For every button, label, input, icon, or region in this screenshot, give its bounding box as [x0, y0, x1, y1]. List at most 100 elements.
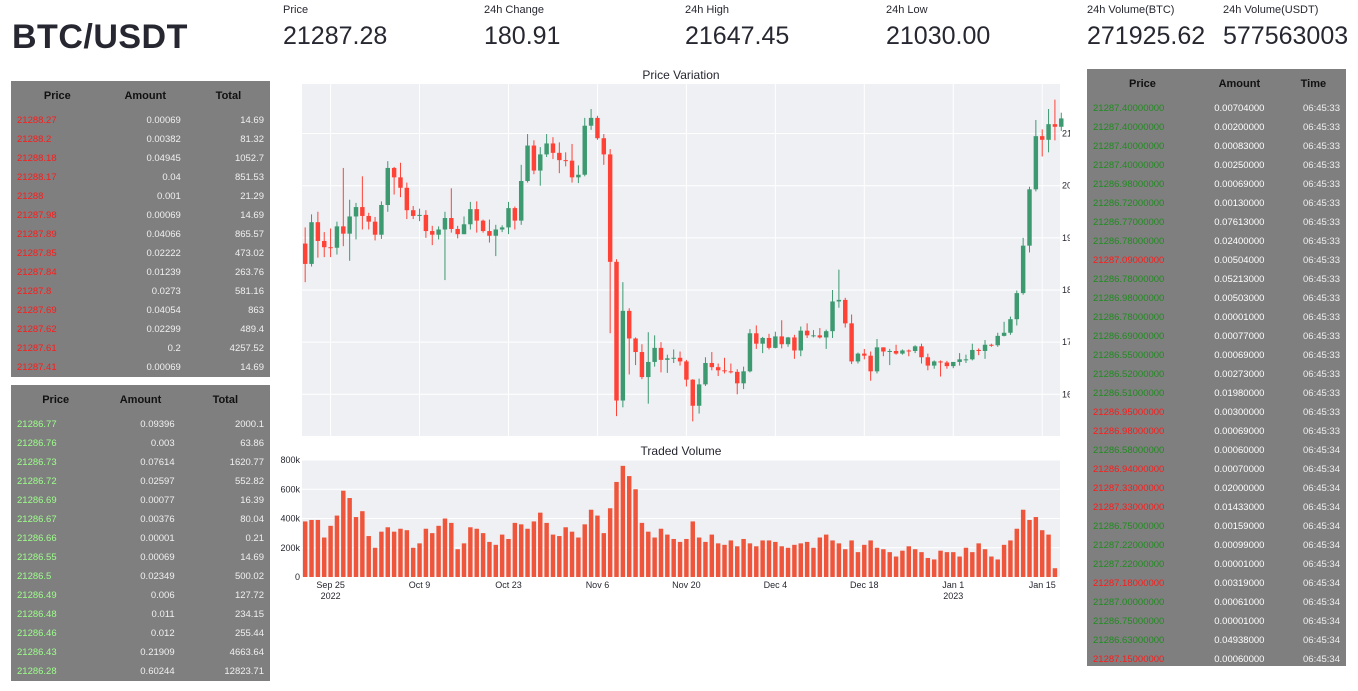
- bids-row: 21286.73 0.07614 1620.77: [11, 453, 270, 472]
- bids-total-cell: 0.21: [245, 533, 265, 544]
- asks-row: 21287.41 0.00069 14.69: [11, 358, 270, 377]
- trade-row: 21287.40000000 0.00083000 06:45:33: [1087, 137, 1346, 156]
- volume-bar: [798, 543, 803, 577]
- price-volume-chart[interactable]: 16k 17k 18k 19k 20k 21k Price Variation 0 200k 40…: [280, 66, 1070, 606]
- trade-row: 21286.58000000 0.00060000 06:45:34: [1087, 441, 1346, 460]
- volume-bar: [836, 543, 842, 577]
- bids-amount-cell: 0.012: [150, 628, 175, 639]
- bids-amount-cell: 0.09396: [140, 419, 175, 430]
- candle-body: [334, 226, 340, 248]
- volume-bar: [900, 550, 905, 577]
- asks-price-cell: 21288.18: [17, 153, 57, 164]
- volume-bar: [747, 543, 753, 577]
- candle-body: [811, 335, 816, 337]
- asks-total-cell: 489.4: [240, 324, 264, 335]
- candle-body: [830, 301, 835, 332]
- trade-price-cell: 21286.51000000: [1093, 388, 1165, 399]
- trade-time-cell: 06:45:34: [1303, 483, 1340, 494]
- metric-0: Price 21287.28: [283, 4, 387, 51]
- volume-bar: [963, 547, 969, 577]
- volume-bar: [474, 528, 479, 577]
- trade-time-cell: 06:45:33: [1303, 312, 1340, 323]
- volume-bar: [442, 518, 448, 577]
- bids-total-cell: 80.04: [240, 514, 264, 525]
- date-axis-tick-label: Oct 23: [495, 580, 522, 590]
- trade-time-cell: 06:45:34: [1303, 521, 1340, 532]
- volume-bar: [1001, 544, 1007, 577]
- asks-price-cell: 21287.85: [17, 248, 57, 259]
- metric-value: 21030.00: [886, 22, 991, 50]
- volume-bar: [366, 536, 371, 577]
- volume-bar: [538, 512, 543, 577]
- price-axis-tick-label: 16k: [1062, 389, 1070, 399]
- price-axis-tick-label: 21k: [1062, 129, 1070, 139]
- metric-value: 21287.28: [283, 22, 388, 50]
- asks-total-cell: 81.32: [240, 134, 264, 145]
- trade-time-cell: 06:45:34: [1303, 540, 1340, 551]
- bids-total-cell: 14.69: [240, 552, 264, 563]
- bids-amount-cell: 0.00376: [140, 514, 175, 525]
- candle-body: [938, 361, 943, 363]
- trade-row: 21286.63000000 0.04938000 06:45:34: [1087, 631, 1346, 650]
- candle-body: [372, 221, 378, 235]
- asks-row: 21287.85 0.02222 473.02: [11, 244, 270, 263]
- asks-row: 21288.27 0.00069 14.69: [11, 111, 270, 130]
- bids-amount-cell: 0.011: [151, 609, 175, 620]
- asks-table: Price Amount Total 21288.27 0.00069 14.69 2…: [11, 81, 270, 377]
- trade-price-cell: 21287.40000000: [1093, 141, 1165, 152]
- price-chart-title: Price Variation: [642, 68, 719, 82]
- asks-total-cell: 851.53: [234, 172, 264, 183]
- volume-bar: [576, 537, 581, 577]
- candle-body: [1033, 136, 1039, 190]
- trade-price-cell: 21286.75000000: [1093, 521, 1165, 532]
- bids-row: 21286.72 0.02597 552.82: [11, 472, 270, 491]
- volume-bar: [328, 525, 333, 577]
- volume-bar: [804, 541, 810, 577]
- candle-body: [741, 371, 746, 384]
- candle-body: [633, 338, 638, 353]
- volume-bar: [989, 556, 994, 577]
- volume-bar: [544, 522, 549, 577]
- candle-body: [347, 216, 352, 234]
- volume-bar: [785, 547, 791, 577]
- trade-row: 21286.98000000 0.00069000 06:45:33: [1087, 422, 1346, 441]
- candle-body: [379, 204, 384, 235]
- volume-bar: [322, 537, 327, 577]
- bids-header-price: Price: [42, 394, 70, 406]
- bids-amount-cell: 0.00069: [140, 552, 175, 563]
- bids-price-cell: 21286.48: [17, 609, 57, 620]
- candle-body: [925, 357, 931, 366]
- asks-row: 21287.8 0.0273 581.16: [11, 282, 270, 301]
- metric-4: 24h Volume(BTC) 271925.62: [1087, 4, 1205, 51]
- trade-row: 21286.77000000 0.07613000 06:45:33: [1087, 213, 1346, 232]
- volume-axis-tick-label: 200k: [280, 543, 300, 553]
- candle-body: [1020, 245, 1026, 294]
- trade-price-cell: 21286.63000000: [1093, 635, 1165, 646]
- bids-row: 21286.46 0.012 255.44: [11, 624, 270, 643]
- candle-body: [1014, 293, 1020, 320]
- trade-amount-cell: 0.00060000: [1214, 445, 1265, 456]
- candle-body: [607, 154, 613, 262]
- trade-time-cell: 06:45:34: [1303, 578, 1340, 589]
- volume-bar: [309, 519, 314, 577]
- bids-price-cell: 21286.69: [17, 495, 57, 506]
- trade-time-cell: 06:45:34: [1303, 559, 1340, 570]
- candle-body: [366, 215, 371, 222]
- trade-amount-cell: 0.00273000: [1214, 369, 1265, 380]
- bids-total-cell: 500.02: [234, 571, 264, 582]
- candle-body: [836, 299, 842, 302]
- trade-amount-cell: 0.02400000: [1214, 236, 1265, 247]
- candle-body: [722, 370, 727, 372]
- trade-amount-cell: 0.00061000: [1214, 597, 1265, 608]
- volume-bar: [862, 544, 867, 577]
- trade-time-cell: 06:45:34: [1303, 597, 1340, 608]
- trade-row: 21287.33000000 0.01433000 06:45:34: [1087, 498, 1346, 517]
- volume-bar: [379, 531, 384, 577]
- bids-amount-cell: 0.006: [150, 590, 175, 601]
- trade-amount-cell: 0.07613000: [1214, 217, 1265, 228]
- volume-bar: [874, 547, 880, 577]
- asks-row: 21287.62 0.02299 489.4: [11, 320, 270, 339]
- candle-body: [620, 310, 626, 401]
- candle-body: [1001, 332, 1007, 336]
- asks-price-cell: 21287.89: [17, 229, 57, 240]
